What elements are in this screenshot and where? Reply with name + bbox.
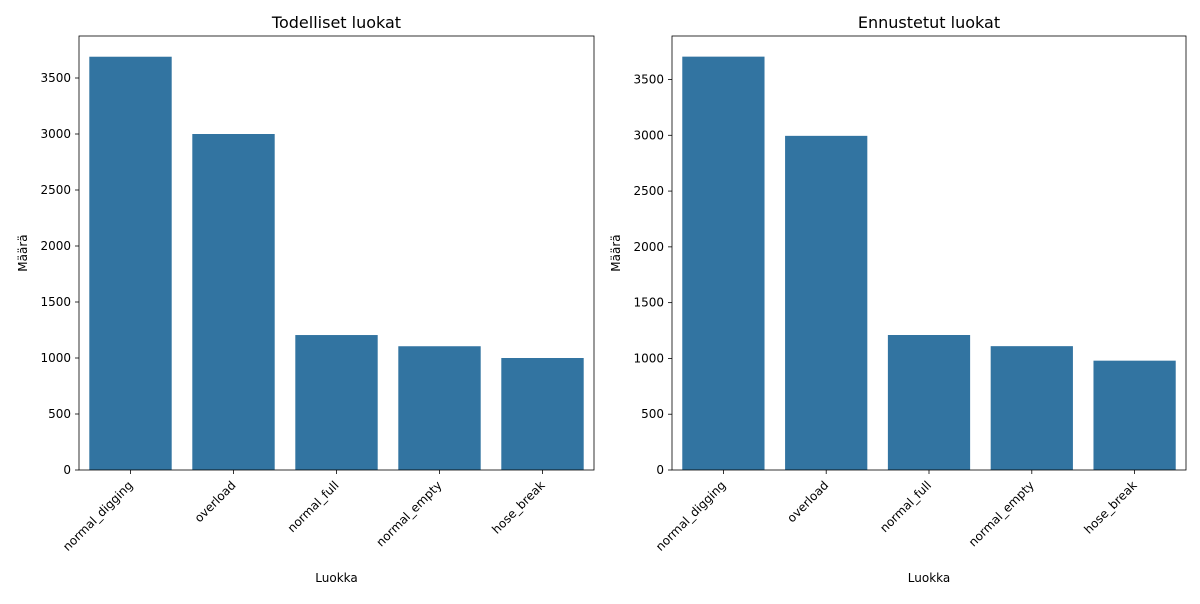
bar-normal_digging	[682, 56, 765, 470]
bar-normal_empty	[398, 346, 481, 470]
bar-normal_digging	[89, 56, 172, 470]
chart-title: Todelliset luokat	[271, 13, 401, 32]
y-tick-label: 1500	[40, 295, 71, 309]
bar-hose_break	[501, 358, 584, 470]
chart-panel-1: Todelliset luokat 0 500 1000 1500 2000 2500 300…	[16, 13, 595, 585]
y-tick-label: 0	[656, 463, 664, 477]
y-tick-label: 1000	[40, 351, 71, 365]
x-axis-label: Luokka	[908, 571, 950, 585]
x-axis-label: Luokka	[315, 571, 357, 585]
y-tick-label: 500	[641, 407, 664, 421]
bar-overload	[192, 134, 275, 470]
y-tick-label: 1000	[633, 351, 664, 365]
y-tick-label: 500	[48, 407, 71, 421]
bar-normal_full	[295, 335, 378, 470]
bar-overload	[785, 135, 868, 471]
y-axis-label: Määrä	[16, 234, 30, 271]
y-tick-label: 3000	[40, 127, 71, 141]
bar-normal_empty	[990, 346, 1073, 470]
y-tick-label: 3500	[633, 73, 664, 87]
bar-hose_break	[1093, 360, 1176, 470]
chart-title: Ennustetut luokat	[858, 13, 1000, 32]
y-axis-label: Määrä	[609, 234, 623, 271]
y-tick-label: 3500	[40, 71, 71, 85]
y-tick-label: 3000	[633, 128, 664, 142]
y-tick-label: 2000	[40, 239, 71, 253]
y-tick-label: 2500	[633, 184, 664, 198]
y-tick-label: 2000	[633, 240, 664, 254]
bar-normal_full	[887, 335, 971, 470]
y-tick-label: 2500	[40, 183, 71, 197]
y-tick-label: 0	[63, 463, 71, 477]
y-tick-label: 1500	[633, 296, 664, 310]
